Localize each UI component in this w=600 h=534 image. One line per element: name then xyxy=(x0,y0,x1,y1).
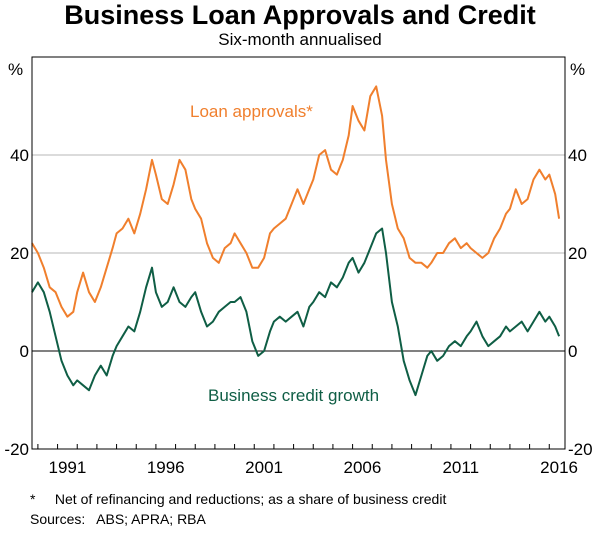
x-tick-label: 2001 xyxy=(245,458,283,477)
business-credit-growth-label: Business credit growth xyxy=(208,386,379,405)
y-tick-label-right: 0 xyxy=(568,342,577,361)
loan-approvals-label: Loan approvals* xyxy=(190,102,313,121)
y-tick-label-right: 40 xyxy=(568,146,587,165)
y-axis-unit-right: % xyxy=(570,60,585,79)
y-tick-label-left: -20 xyxy=(4,440,29,459)
x-tick-label: 2016 xyxy=(540,458,578,477)
chart-title: Business Loan Approvals and Credit xyxy=(64,0,536,30)
x-tick-label: 2011 xyxy=(442,458,479,477)
business-credit-growth-line xyxy=(31,227,561,397)
plot-frame xyxy=(31,56,566,450)
y-tick-label-right: -20 xyxy=(568,440,593,459)
y-tick-label-left: 40 xyxy=(10,146,29,165)
y-tick-label-left: 20 xyxy=(10,244,29,263)
chart-notes: * Net of refinancing and reductions; as … xyxy=(30,489,446,529)
y-axis-unit-left: % xyxy=(8,60,23,79)
y-tick-label-left: 0 xyxy=(20,342,29,361)
sources: Sources: ABS; APRA; RBA xyxy=(30,511,206,527)
x-tick-label: 2006 xyxy=(344,458,382,477)
footnote: * Net of refinancing and reductions; as … xyxy=(30,491,447,507)
chart-subtitle: Six-month annualised xyxy=(218,30,382,49)
y-tick-label-right: 20 xyxy=(568,244,587,263)
axis-ticks: -20 -20 0 0 20 20 40 40 1991 1996 2001 2006 2011 2016 xyxy=(4,146,592,477)
loan-approvals-line xyxy=(31,85,561,318)
x-tick-label: 1991 xyxy=(48,458,86,477)
x-tick-label: 1996 xyxy=(147,458,185,477)
series-lines xyxy=(31,85,561,397)
